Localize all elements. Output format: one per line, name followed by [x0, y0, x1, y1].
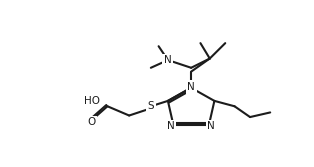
Text: S: S — [148, 101, 154, 111]
Text: N: N — [167, 121, 175, 131]
Text: N: N — [164, 55, 172, 65]
Text: N: N — [187, 82, 195, 92]
Text: N: N — [208, 121, 215, 131]
Text: HO: HO — [84, 96, 100, 106]
Text: O: O — [87, 117, 95, 127]
